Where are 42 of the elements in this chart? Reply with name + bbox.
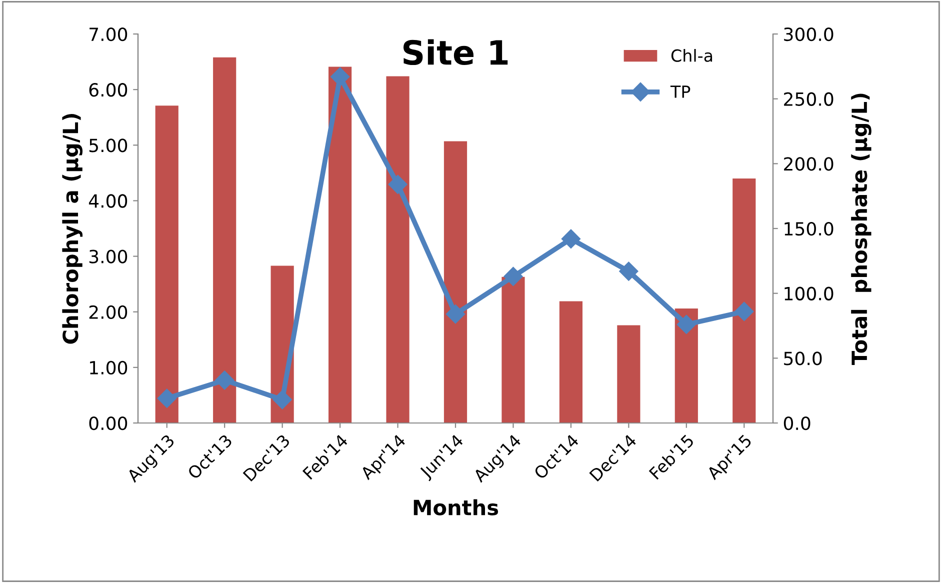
point <box>504 266 523 286</box>
y-tick-label: 4.00 <box>88 194 128 208</box>
bar <box>732 178 756 423</box>
chart-title: Site 1 <box>404 39 508 66</box>
y2-tick-label: 200.0 <box>784 157 834 171</box>
point <box>330 67 350 86</box>
point <box>619 262 638 281</box>
bar <box>617 325 640 423</box>
y2-tick-label: 50.0 <box>784 352 822 366</box>
y-tick-label: 1.00 <box>90 360 128 375</box>
bar <box>444 141 468 423</box>
point <box>446 304 466 324</box>
bar <box>213 57 236 423</box>
y-tick-label: 2.00 <box>89 305 128 319</box>
point <box>157 388 176 408</box>
y-tick-label: 0.00 <box>89 416 128 430</box>
y2-tick-label: 150.0 <box>784 222 834 236</box>
y-tick-label: 6.00 <box>89 83 128 97</box>
bar <box>502 276 525 423</box>
y2-tick-label: 300.0 <box>784 27 834 42</box>
y-axis-title: Chlorophyll a (µg/L) <box>62 114 83 344</box>
y-tick-label: 7.00 <box>90 27 128 42</box>
point <box>734 302 754 322</box>
point <box>676 314 696 334</box>
x-axis-title: Months <box>414 499 498 516</box>
bar <box>674 308 698 423</box>
y2-tick-label: 0.0 <box>784 416 810 430</box>
y-tick-label: 3.00 <box>89 250 128 264</box>
y-tick-label: 5.00 <box>89 138 128 152</box>
legend-label: Chl-a <box>671 49 712 62</box>
bar <box>155 106 178 423</box>
bar <box>386 76 410 423</box>
bar <box>559 301 582 423</box>
point <box>272 390 292 410</box>
point <box>561 229 580 248</box>
point <box>215 370 234 390</box>
legend-label: TP <box>670 86 690 98</box>
bar <box>328 66 352 423</box>
y2-tick-label: 250.0 <box>784 92 834 106</box>
y2-tick-label: 100.0 <box>784 286 834 300</box>
y2-axis-title: Total phosphate (µg/L) <box>851 94 872 365</box>
point <box>388 174 408 194</box>
